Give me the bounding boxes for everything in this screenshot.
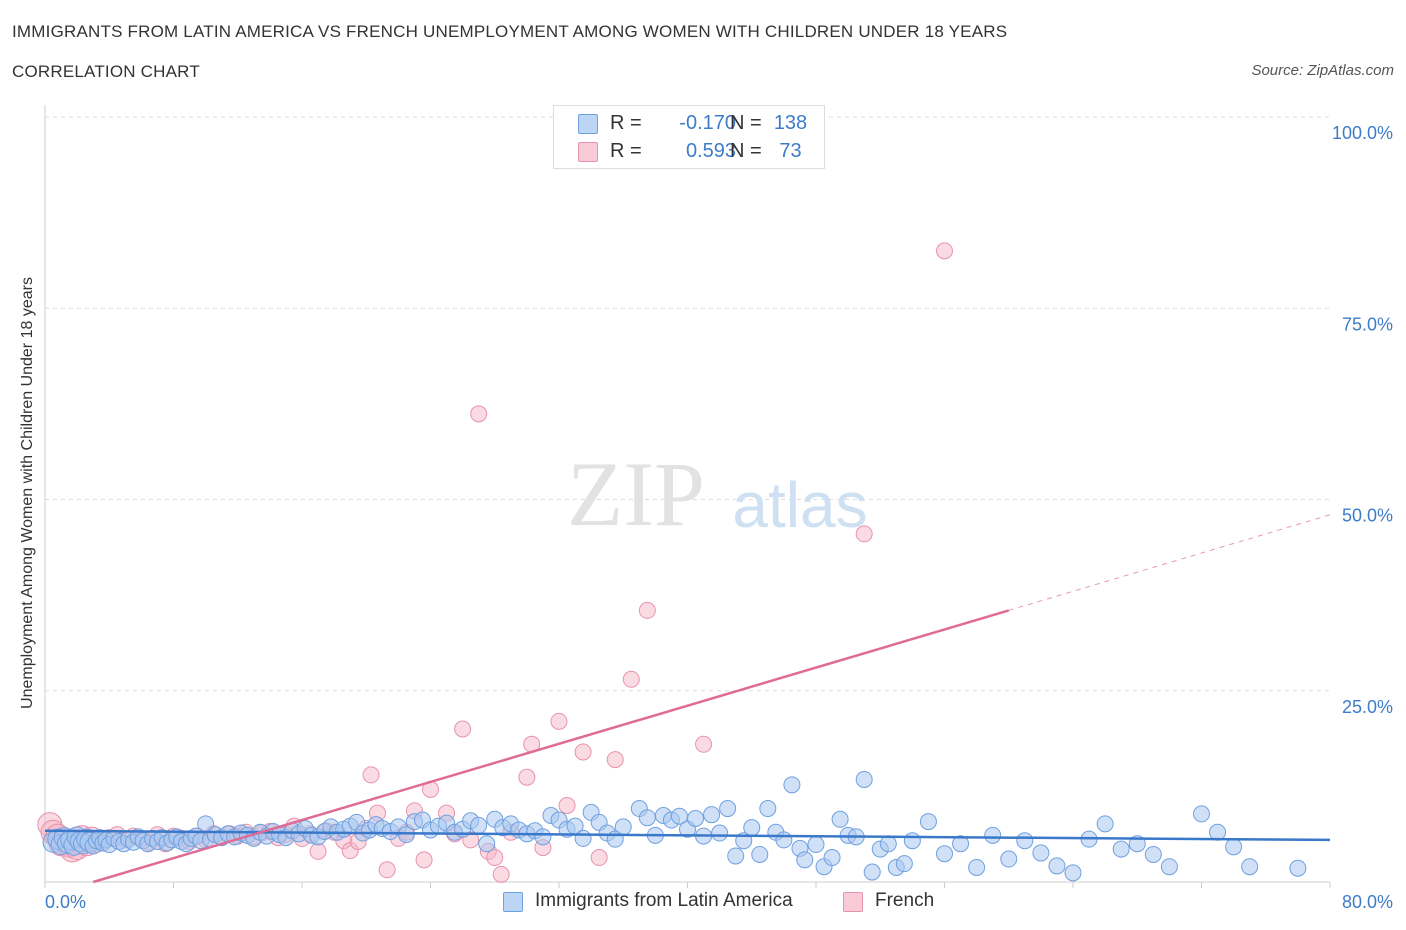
data-point-latin-america: [879, 835, 897, 853]
legend-n-label: N =: [730, 140, 762, 162]
data-point-latin-america: [823, 849, 841, 867]
y-tick-label: 75.0%: [1342, 314, 1393, 334]
data-point-french: [574, 743, 592, 761]
data-point-latin-america: [855, 770, 873, 788]
data-point-latin-america: [1225, 838, 1243, 856]
y-tick-label: 25.0%: [1342, 697, 1393, 717]
x-tick-label: 0.0%: [45, 892, 86, 912]
data-point-latin-america: [711, 824, 729, 842]
data-point-latin-america: [863, 863, 881, 881]
tick-labels: 25.0% 50.0% 75.0% 100.0% 0.0% 80.0%: [45, 123, 1393, 912]
data-point-latin-america: [478, 835, 496, 853]
data-point-latin-america: [968, 858, 986, 876]
data-point-latin-america: [1096, 815, 1114, 833]
trendline-french: [92, 609, 1010, 884]
data-point-french: [622, 670, 640, 688]
legend-series-label: Immigrants from Latin America: [535, 890, 793, 911]
watermark-zip: ZIP: [567, 443, 705, 545]
data-point-latin-america: [807, 836, 825, 854]
data-point-french: [362, 766, 380, 784]
data-point-latin-america: [743, 819, 761, 837]
data-point-latin-america: [1144, 845, 1162, 863]
data-point-french: [638, 601, 656, 619]
data-point-latin-america: [1241, 858, 1259, 876]
legend-r-label: R =: [610, 140, 642, 162]
data-point-latin-america: [952, 835, 970, 853]
data-point-latin-america: [919, 813, 937, 831]
legend-n-value: 73: [779, 140, 802, 162]
data-point-latin-america: [903, 832, 921, 850]
data-point-french: [492, 865, 510, 883]
data-point-latin-america: [936, 845, 953, 863]
data-point-french: [378, 861, 396, 879]
data-point-latin-america: [1032, 844, 1050, 862]
data-point-latin-america: [614, 818, 632, 836]
data-point-french: [415, 851, 433, 869]
data-point-french: [590, 849, 608, 867]
data-point-latin-america: [534, 828, 552, 846]
gridlines: [45, 116, 1330, 692]
legend-series-label: French: [875, 890, 935, 911]
data-point-latin-america: [470, 816, 488, 834]
axes: [44, 105, 1331, 888]
data-point-french: [309, 842, 327, 860]
data-point-french: [855, 525, 873, 543]
data-point-latin-america: [1160, 858, 1178, 876]
legend-swatch-pink: [578, 142, 598, 162]
legend-swatch-blue: [503, 892, 523, 912]
legend-n-value: 138: [773, 112, 808, 134]
data-point-french: [518, 768, 536, 786]
y-tick-label: 100.0%: [1332, 123, 1393, 143]
legend-r-value: 0.593: [685, 140, 736, 162]
legend-n-label: N =: [730, 112, 762, 134]
source-credit: Source: ZipAtlas.com: [1251, 62, 1394, 79]
data-point-latin-america: [1289, 859, 1307, 877]
data-point-latin-america: [775, 831, 793, 849]
data-point-latin-america: [687, 810, 705, 828]
watermark: ZIP atlas: [567, 443, 868, 545]
legend-swatch-pink: [843, 892, 863, 912]
data-point-french: [558, 797, 576, 814]
data-point-latin-america: [831, 810, 849, 828]
data-point-latin-america: [727, 847, 745, 865]
data-point-latin-america: [751, 845, 769, 863]
data-point-french: [550, 712, 568, 730]
legend-r-value: -0.170: [679, 112, 736, 134]
chart-title: IMMIGRANTS FROM LATIN AMERICA VS FRENCH …: [12, 22, 1008, 41]
data-point-latin-america: [1000, 850, 1018, 868]
data-point-latin-america: [638, 809, 656, 827]
correlation-legend: R = -0.170 N = 138 R = 0.593 N = 73: [553, 105, 825, 169]
watermark-atlas: atlas: [732, 469, 867, 541]
data-point-latin-america: [574, 829, 592, 847]
data-point-latin-america: [984, 826, 1002, 844]
y-axis-label: Unemployment Among Women with Children U…: [19, 277, 36, 709]
data-point-latin-america: [895, 855, 913, 873]
data-point-latin-america: [1064, 864, 1082, 882]
data-point-latin-america: [703, 806, 721, 824]
legend-swatch-blue: [578, 114, 598, 134]
data-point-french: [454, 720, 472, 738]
data-point-french: [695, 735, 713, 753]
data-point-french: [936, 242, 953, 260]
y-tick-label: 50.0%: [1342, 506, 1393, 526]
data-point-latin-america: [719, 800, 737, 818]
legend-r-label: R =: [610, 112, 642, 134]
x-tick-label: 80.0%: [1342, 892, 1393, 912]
data-point-latin-america: [1193, 805, 1210, 823]
data-point-latin-america: [1048, 857, 1066, 875]
data-point-latin-america: [1016, 832, 1034, 850]
data-point-latin-america: [783, 776, 801, 794]
data-point-french: [606, 751, 624, 769]
data-point-latin-america: [1112, 840, 1130, 858]
data-point-french: [470, 405, 488, 423]
chart-subtitle: CORRELATION CHART: [12, 62, 200, 81]
data-point-latin-america: [796, 851, 814, 869]
trendline-french-extension: [1008, 514, 1331, 611]
data-point-latin-america: [759, 800, 777, 818]
french-points: [37, 242, 953, 883]
data-point-french: [486, 849, 504, 867]
trendlines: [44, 514, 1331, 884]
